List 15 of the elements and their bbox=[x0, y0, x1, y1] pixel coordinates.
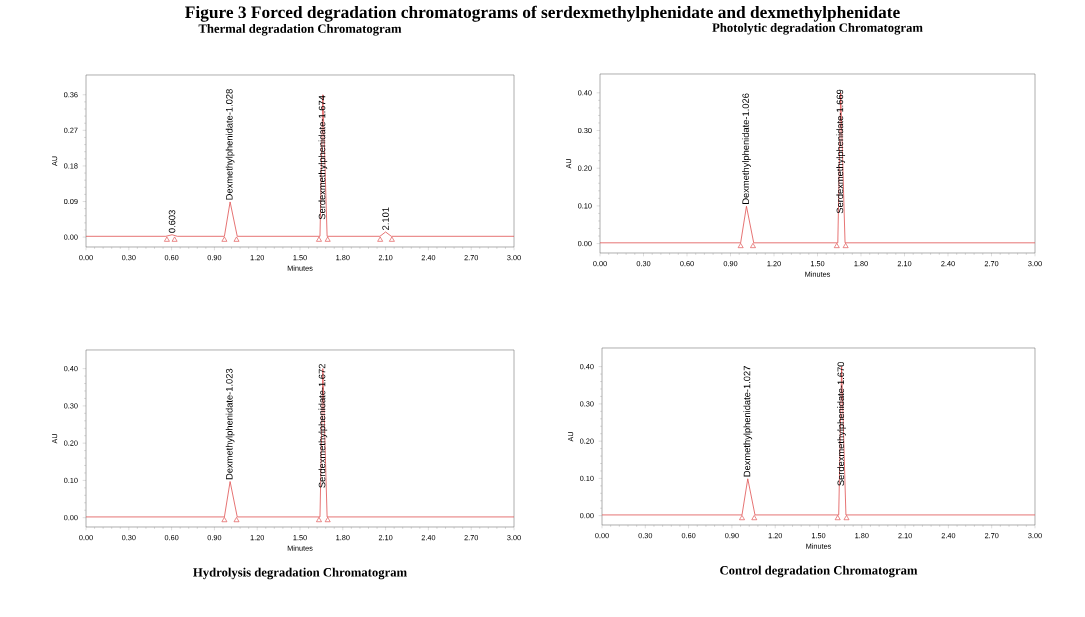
annotation: Dexmethylphenidate-1.027 bbox=[743, 366, 753, 477]
annotation: 2.101 bbox=[382, 207, 389, 230]
text: Figure 3 Forced degradation chromatograms of serdexmethylphenidate and dexmethylphenidate bbox=[185, 5, 900, 22]
annotation: Dexmethylphenidate-1.023 bbox=[225, 368, 235, 480]
annotation: Serdexmethylphenidate-1.670 bbox=[837, 361, 846, 486]
chart-title: Thermal degradation Chromatogram bbox=[198, 24, 402, 36]
annotation: Serdexmethylphenidate-1.672 bbox=[318, 364, 328, 488]
text: Control degradation Chromatogram bbox=[720, 565, 918, 578]
annotation: Serdexmethylphenidate-1.674 bbox=[318, 95, 328, 220]
annotation: Serdexmethylphenidate-1.669 bbox=[836, 89, 846, 214]
text: Hydrolysis degradation Chromatogram bbox=[193, 567, 407, 580]
annotation: 0.603 bbox=[168, 210, 176, 233]
annotation: Dexmethylphenidate-1.026 bbox=[742, 93, 751, 204]
chart-title: Photolytic degradation Chromatogram bbox=[712, 23, 923, 35]
annotation: Dexmethylphenidate-1.028 bbox=[225, 89, 235, 200]
